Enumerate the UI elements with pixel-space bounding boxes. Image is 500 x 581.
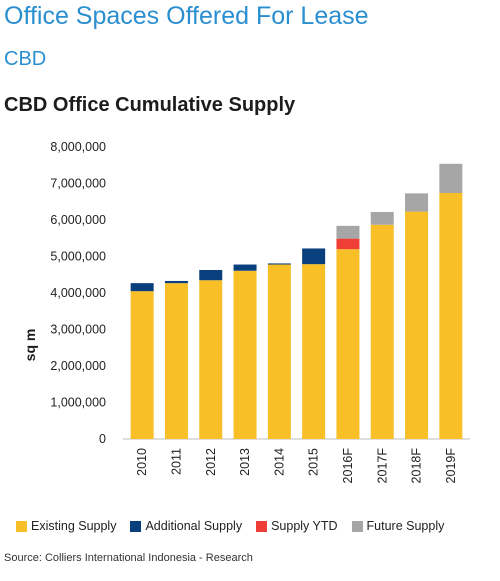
x-tick-label: 2017F xyxy=(375,448,389,484)
chart-title: CBD Office Cumulative Supply xyxy=(4,94,296,116)
y-axis-ticks: 0 1,000,000 2,000,000 3,000,000 4,000,000 5,0… xyxy=(50,140,106,446)
x-axis-labels: 2010 2011 2012 2013 2014 2015 2016F 2017F 2018F 2… xyxy=(135,448,458,484)
y-tick-label: 2,000,000 xyxy=(50,359,106,373)
legend-label: Additional Supply xyxy=(145,519,243,533)
bar-future-supply-2018f xyxy=(405,193,429,212)
x-tick-label: 2014 xyxy=(272,448,286,476)
bar-future-supply-2016f xyxy=(336,225,360,239)
bar-existing-supply-2016f xyxy=(336,249,360,439)
page-title: Office Spaces Offered For Lease xyxy=(4,2,369,30)
bar-additional-supply-2012 xyxy=(199,270,223,281)
x-tick-label: 2015 xyxy=(307,448,321,476)
y-tick-label: 0 xyxy=(99,432,106,446)
y-tick-label: 5,000,000 xyxy=(50,250,106,264)
bar-future-supply-2019f xyxy=(439,163,463,193)
y-tick-label: 6,000,000 xyxy=(50,213,106,227)
legend-swatch xyxy=(351,520,363,532)
legend-item: Future Supply xyxy=(351,519,445,533)
legend-label: Supply YTD xyxy=(271,519,338,533)
legend-swatch xyxy=(16,520,27,532)
bar-supply-ytd-2016f xyxy=(336,238,360,250)
legend-label: Future Supply xyxy=(366,519,445,533)
bar-additional-supply-2013 xyxy=(233,264,257,271)
bars-group xyxy=(130,163,463,439)
x-tick-label: 2012 xyxy=(204,448,218,476)
y-tick-label: 3,000,000 xyxy=(50,323,106,337)
bar-existing-supply-2010 xyxy=(130,291,154,439)
legend-label: Existing Supply xyxy=(31,519,117,533)
y-tick-label: 7,000,000 xyxy=(50,177,106,191)
bar-additional-supply-2011 xyxy=(164,280,188,284)
x-tick-label: 2013 xyxy=(238,448,252,476)
legend-swatch xyxy=(256,520,268,532)
y-tick-label: 1,000,000 xyxy=(50,396,106,410)
bar-existing-supply-2015 xyxy=(302,264,326,439)
legend: Existing Supply Additional Supply Supply Y… xyxy=(16,519,458,533)
x-tick-label: 2018F xyxy=(410,448,424,484)
bar-additional-supply-2014 xyxy=(267,263,291,265)
bar-existing-supply-2013 xyxy=(233,270,257,439)
bar-additional-supply-2015 xyxy=(302,248,326,265)
legend-item: Supply YTD xyxy=(256,519,338,533)
bar-existing-supply-2017f xyxy=(370,224,394,439)
bar-existing-supply-2014 xyxy=(267,264,291,439)
y-tick-label: 4,000,000 xyxy=(50,286,106,300)
x-tick-label: 2010 xyxy=(135,448,149,476)
bar-additional-supply-2010 xyxy=(130,283,154,292)
legend-item: Existing Supply xyxy=(16,519,116,533)
legend-swatch xyxy=(130,520,142,532)
bar-existing-supply-2011 xyxy=(164,283,188,439)
source-note: Source: Colliers International Indonesia… xyxy=(4,552,253,564)
x-tick-label: 2011 xyxy=(169,448,183,475)
bar-existing-supply-2018f xyxy=(405,211,429,439)
bar-existing-supply-2019f xyxy=(439,192,463,439)
bar-future-supply-2017f xyxy=(370,211,394,225)
y-tick-label: 8,000,000 xyxy=(50,140,106,154)
section-title: CBD xyxy=(4,48,47,70)
legend-item: Additional Supply xyxy=(130,519,242,533)
y-axis-title: sq m xyxy=(22,329,38,362)
x-tick-label: 2016F xyxy=(341,448,355,484)
bar-existing-supply-2012 xyxy=(199,280,223,439)
x-tick-label: 2019F xyxy=(444,448,458,484)
